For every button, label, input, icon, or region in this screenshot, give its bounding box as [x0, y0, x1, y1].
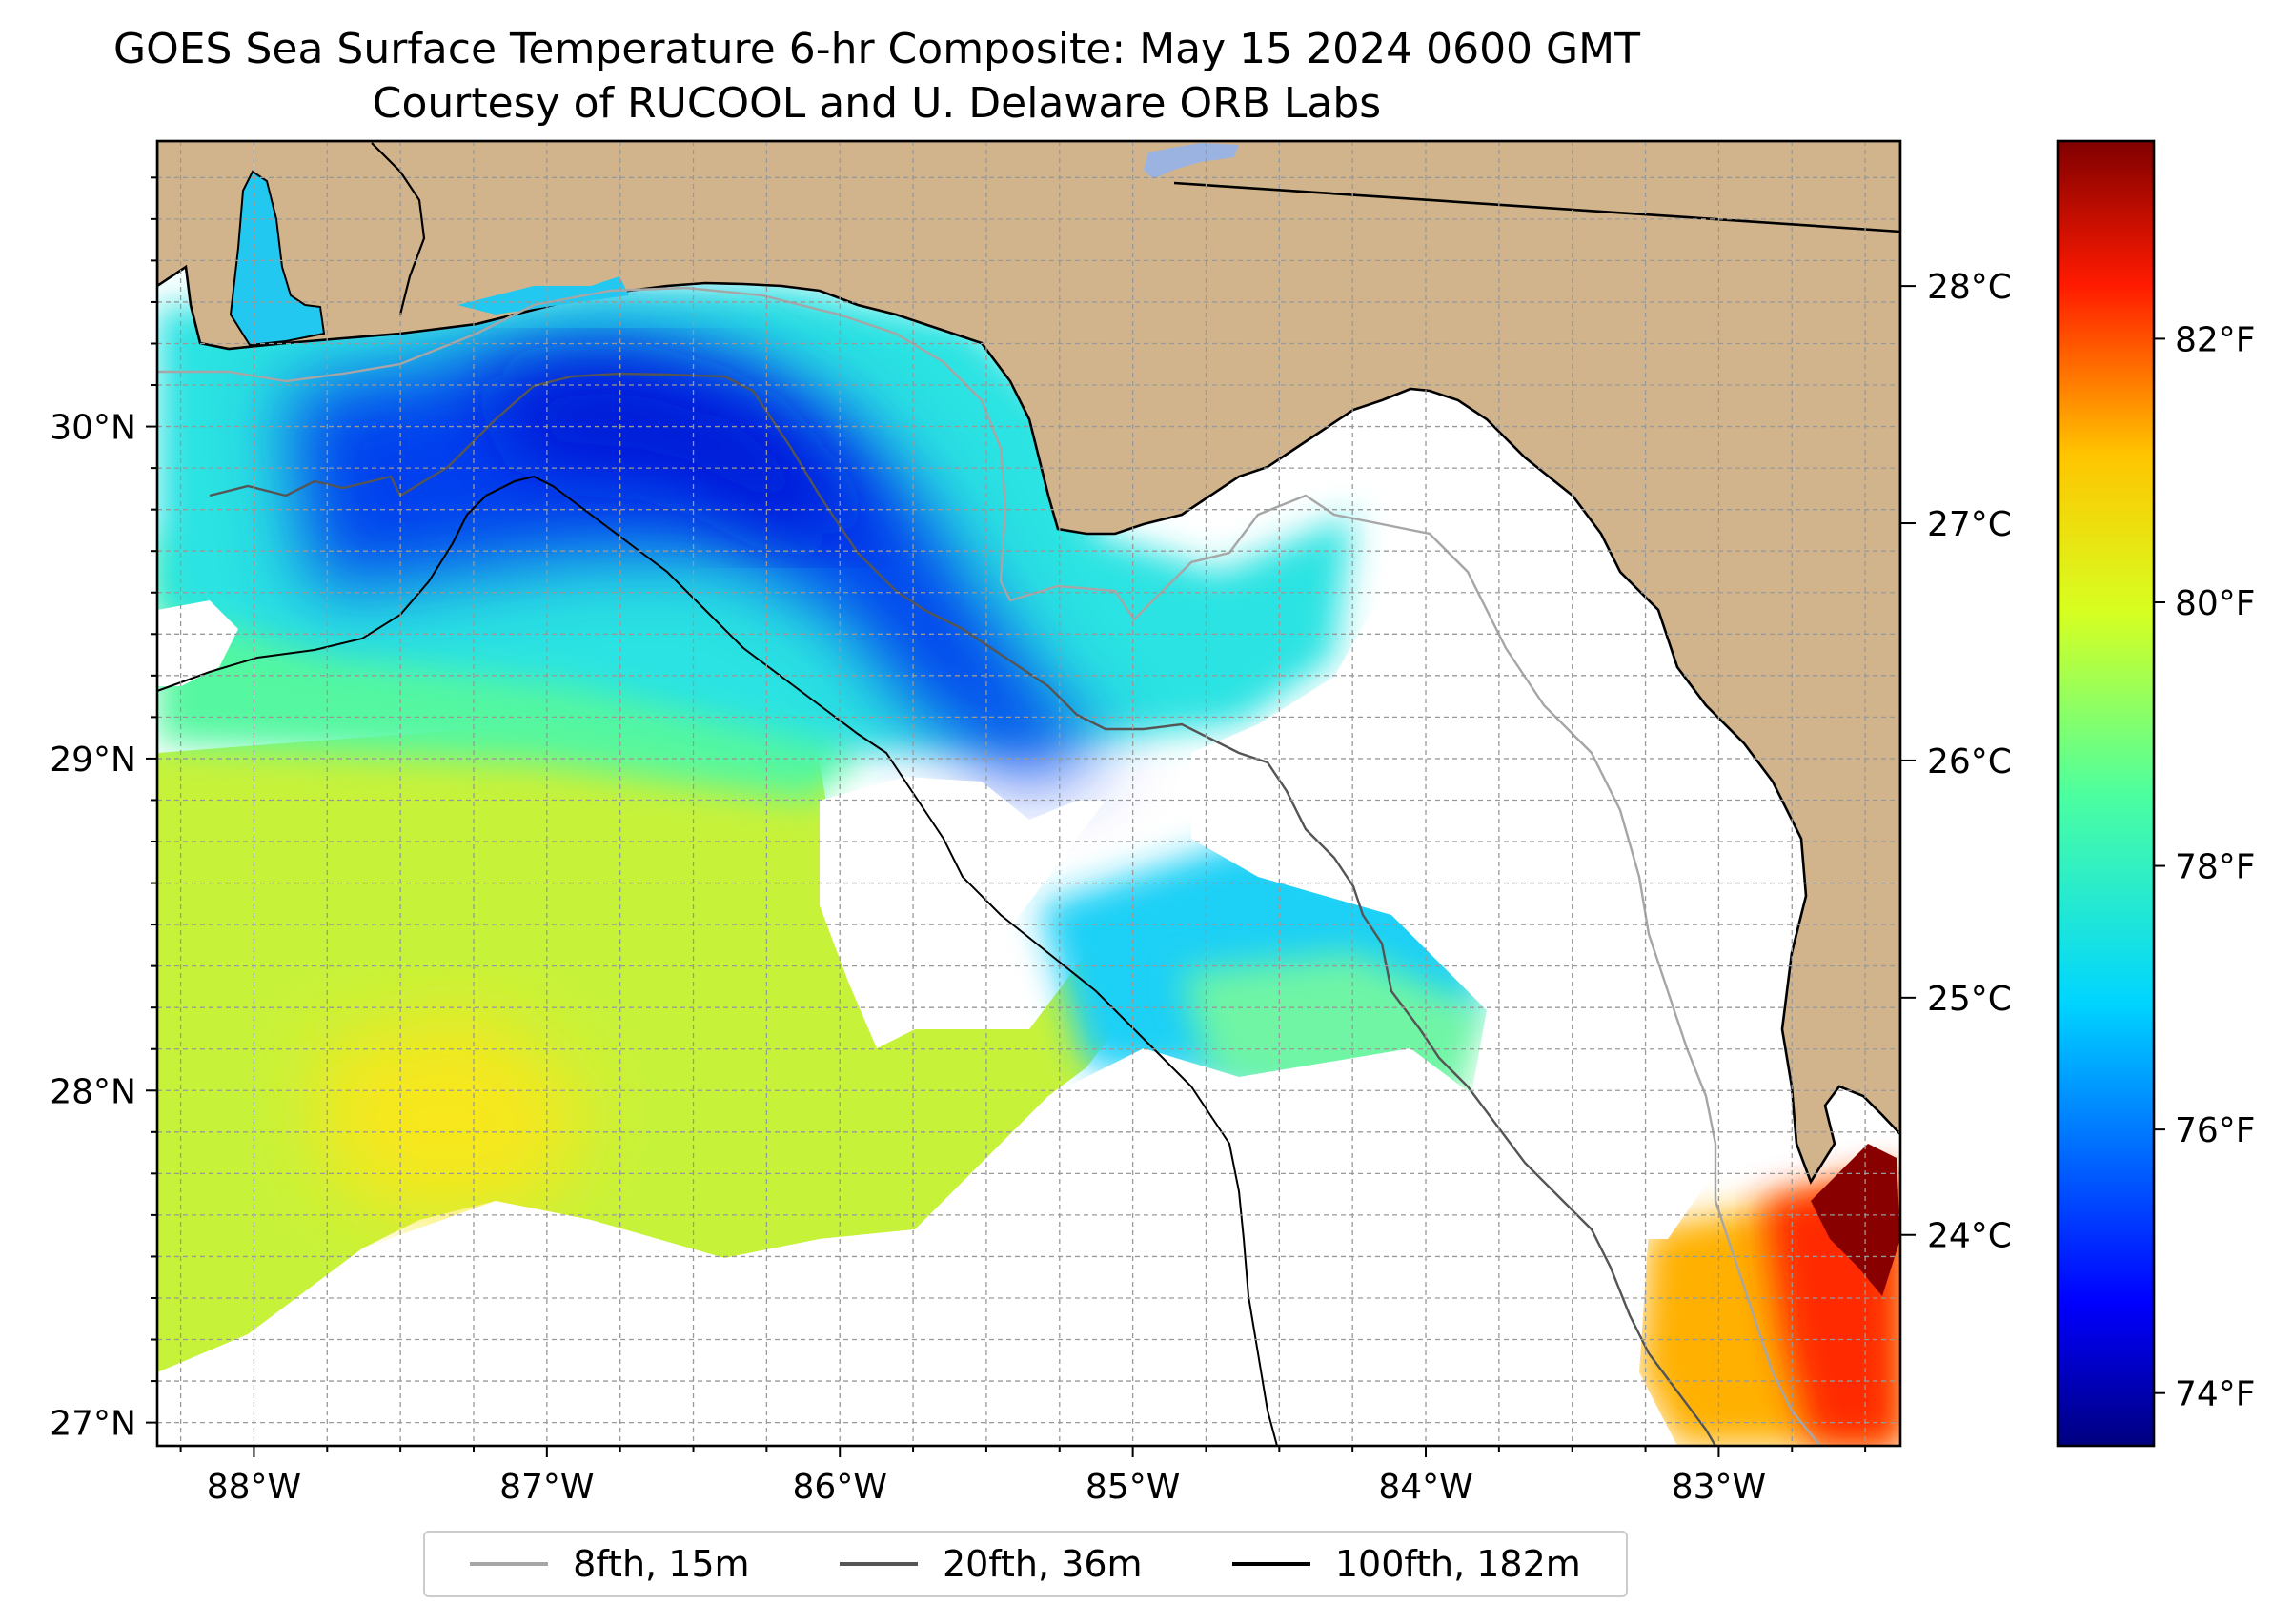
lat-tick-label: 29°N [50, 741, 136, 780]
colorbar-c-tick-label: 27°C [1927, 505, 2012, 544]
map-area [157, 141, 1900, 1446]
legend-item-100fth: 100fth, 182m [1231, 1543, 1581, 1585]
legend-label-100fth: 100fth, 182m [1334, 1543, 1581, 1585]
choctawhatchee-bay [457, 276, 629, 315]
isobath-20fth [209, 372, 1717, 1446]
lon-tick-label: 87°W [499, 1468, 594, 1507]
cloud-gap-east [1191, 591, 1792, 1239]
lon-tick-label: 85°W [1086, 1468, 1180, 1507]
cloud-gap-west [157, 600, 238, 686]
state-border [1173, 181, 1900, 233]
colorbar-c-tick-label: 25°C [1927, 980, 2012, 1019]
sst-coldest-core [477, 362, 858, 534]
reservoir [1144, 143, 1239, 179]
cloud-gap-south [157, 1048, 1677, 1446]
legend-swatch-8fth [470, 1562, 549, 1566]
gridlines [157, 141, 1900, 1446]
lat-tick-label: 28°N [50, 1072, 136, 1111]
colorbar-c-tick-label: 24°C [1927, 1217, 2012, 1256]
colorbar-f-tick-label: 76°F [2175, 1111, 2256, 1150]
map-subtitle: Courtesy of RUCOOL and U. Delaware ORB L… [372, 79, 1382, 128]
colorbar-f-tick-label: 78°F [2175, 848, 2256, 887]
sst-field [157, 286, 1900, 1446]
legend-swatch-100fth [1231, 1562, 1310, 1566]
cloud-gap-central [820, 777, 1106, 1048]
colorbar-celsius-ticks: 24°C 25°C 26°C 27°C 28°C [1900, 268, 2012, 1256]
colorbar-c-tick-label: 26°C [1927, 742, 2012, 782]
sst-tampa-bay [1811, 1144, 1900, 1296]
map-title: GOES Sea Surface Temperature 6-hr Compos… [113, 25, 1640, 73]
legend-swatch-20fth [839, 1562, 918, 1566]
lon-tick-label: 84°W [1378, 1468, 1472, 1507]
colorbar-fahrenheit-ticks: 74°F 76°F 78°F 80°F 82°F [2154, 320, 2256, 1414]
colorbar-f-tick-label: 82°F [2175, 320, 2256, 359]
isobaths [157, 286, 1821, 1446]
map-frame [155, 139, 1902, 1448]
isobath-8fth [157, 286, 1821, 1446]
lat-tick-label: 30°N [50, 409, 136, 448]
sst-warm-spot-west [315, 1010, 591, 1220]
longitude-axis: 88°W 87°W 86°W 85°W 84°W 83°W [179, 1446, 1867, 1507]
land-mass [157, 141, 1900, 1185]
isobath-legend: 8fth, 15m 20fth, 36m 100fth, 182m [423, 1531, 1628, 1597]
legend-item-20fth: 20fth, 36m [839, 1543, 1143, 1585]
colorbar-c-tick-label: 28°C [1927, 268, 2012, 307]
colorbar-f-tick-label: 80°F [2175, 584, 2256, 623]
legend-label-20fth: 20fth, 36m [942, 1543, 1143, 1585]
lon-tick-label: 86°W [793, 1468, 887, 1507]
lon-tick-label: 88°W [207, 1468, 301, 1507]
legend-item-8fth: 8fth, 15m [470, 1543, 750, 1585]
inland-boundary [371, 142, 426, 315]
lat-tick-label: 27°N [50, 1405, 136, 1444]
sst-cold-plume [286, 334, 1106, 782]
lon-tick-label: 83°W [1672, 1468, 1766, 1507]
colorbar [2056, 139, 2156, 1448]
legend-label-8fth: 8fth, 15m [573, 1543, 750, 1585]
latitude-axis: 30°N 29°N 28°N 27°N [50, 176, 157, 1444]
colorbar-f-tick-label: 74°F [2175, 1375, 2256, 1414]
isobath-100fth [157, 475, 1278, 1446]
